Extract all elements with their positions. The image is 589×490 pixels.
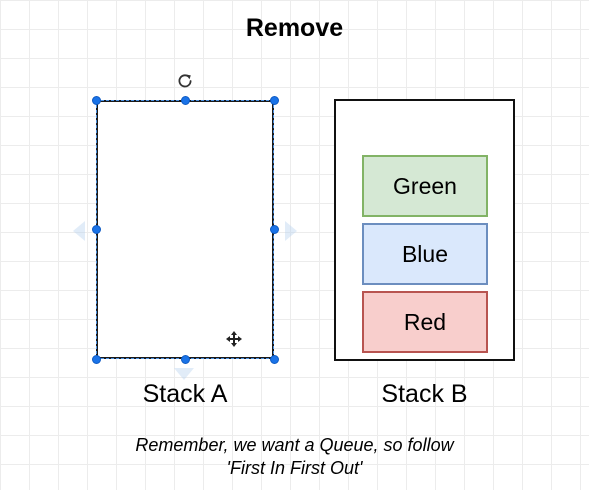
red-block[interactable]: Red [362,291,488,353]
resize-handle-bottom-right[interactable] [269,354,279,364]
blue-block[interactable]: Blue [362,223,488,285]
green-block[interactable]: Green [362,155,488,217]
note-line-2[interactable]: 'First In First Out' [226,458,363,478]
stack-b-label[interactable]: Stack B [381,380,468,408]
rotate-icon[interactable] [176,72,194,90]
note-line-1[interactable]: Remember, we want a Queue, so follow [135,435,454,455]
resize-handle-top[interactable] [180,95,190,105]
resize-handle-top-right[interactable] [269,95,279,105]
connect-arrow-down-icon[interactable] [174,368,194,380]
resize-handle-left[interactable] [91,224,101,234]
stack-a-box[interactable] [96,100,274,359]
resize-handle-top-left[interactable] [91,95,101,105]
connect-arrow-right-icon[interactable] [285,221,297,241]
stack-a-label[interactable]: Stack A [142,380,228,408]
connect-arrow-left-icon[interactable] [73,221,85,241]
resize-handle-right[interactable] [269,224,279,234]
diagram-title[interactable]: Remove [245,14,344,42]
resize-handle-bottom-left[interactable] [91,354,101,364]
resize-handle-bottom[interactable] [180,354,190,364]
move-cursor-icon [226,331,242,347]
